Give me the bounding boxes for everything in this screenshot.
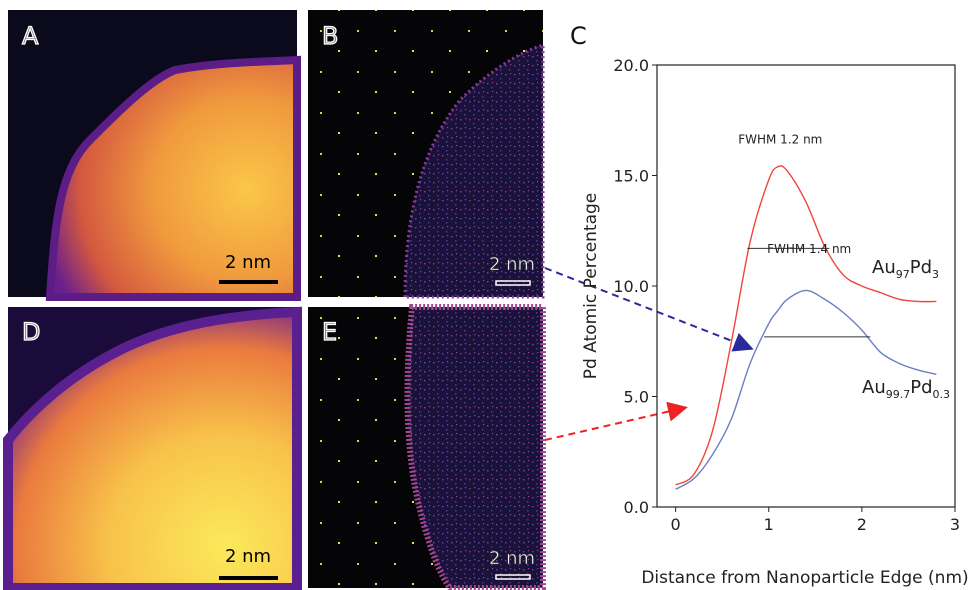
panel-label: E bbox=[322, 318, 337, 346]
arrow bbox=[544, 401, 688, 441]
series-label: Au99.7Pd0.3 bbox=[862, 377, 950, 401]
series-label-part: Au bbox=[862, 377, 886, 398]
series-label-part: 97 bbox=[896, 268, 910, 281]
y-axis-label: Pd Atomic Percentage bbox=[581, 193, 601, 380]
plot-frame bbox=[656, 64, 956, 508]
x-tick-label: 3 bbox=[950, 515, 960, 534]
series-label-part: 3 bbox=[932, 268, 939, 281]
scale-bar-label: 2 nm bbox=[225, 546, 271, 567]
series-label-part: Au bbox=[872, 257, 896, 278]
y-tick-label: 5.0 bbox=[624, 388, 649, 407]
panel-b: 2 nm B bbox=[308, 10, 545, 299]
series-label-part: 0.3 bbox=[933, 388, 951, 401]
panel-label: B bbox=[322, 22, 338, 50]
panel-label: D bbox=[22, 318, 40, 346]
x-tick-label: 1 bbox=[764, 515, 774, 534]
fwhm-label: FWHM 1.2 nm bbox=[738, 132, 822, 146]
series-label-part: Pd bbox=[910, 257, 932, 278]
panel-e: 2 nm E bbox=[308, 304, 546, 590]
y-tick-label: 20.0 bbox=[613, 56, 649, 75]
x-tick-label: 2 bbox=[857, 515, 867, 534]
y-tick-label: 0.0 bbox=[624, 498, 649, 517]
series-label-part: Pd bbox=[910, 377, 932, 398]
x-axis-label: Distance from Nanoparticle Edge (nm) bbox=[641, 568, 968, 588]
scale-bar-label: 2 nm bbox=[225, 252, 271, 273]
panel-label: A bbox=[22, 22, 39, 50]
scale-bar-label: 2 nm bbox=[489, 548, 535, 569]
line-series bbox=[675, 289, 937, 490]
arrow bbox=[544, 267, 754, 352]
x-tick-label: 0 bbox=[671, 515, 681, 534]
panel-label: C bbox=[570, 22, 587, 50]
panel-d: 2 nm D bbox=[3, 306, 302, 590]
series-label-part: 99.7 bbox=[886, 388, 911, 401]
scale-bar-label: 2 nm bbox=[489, 254, 535, 275]
line-series bbox=[675, 165, 937, 486]
y-tick-label: 15.0 bbox=[613, 167, 649, 186]
series-label: Au97Pd3 bbox=[872, 257, 939, 281]
y-tick-label: 10.0 bbox=[613, 277, 649, 296]
panel-a: 2 nm A bbox=[8, 10, 301, 301]
fwhm-label: FWHM 1.4 nm bbox=[767, 242, 851, 256]
